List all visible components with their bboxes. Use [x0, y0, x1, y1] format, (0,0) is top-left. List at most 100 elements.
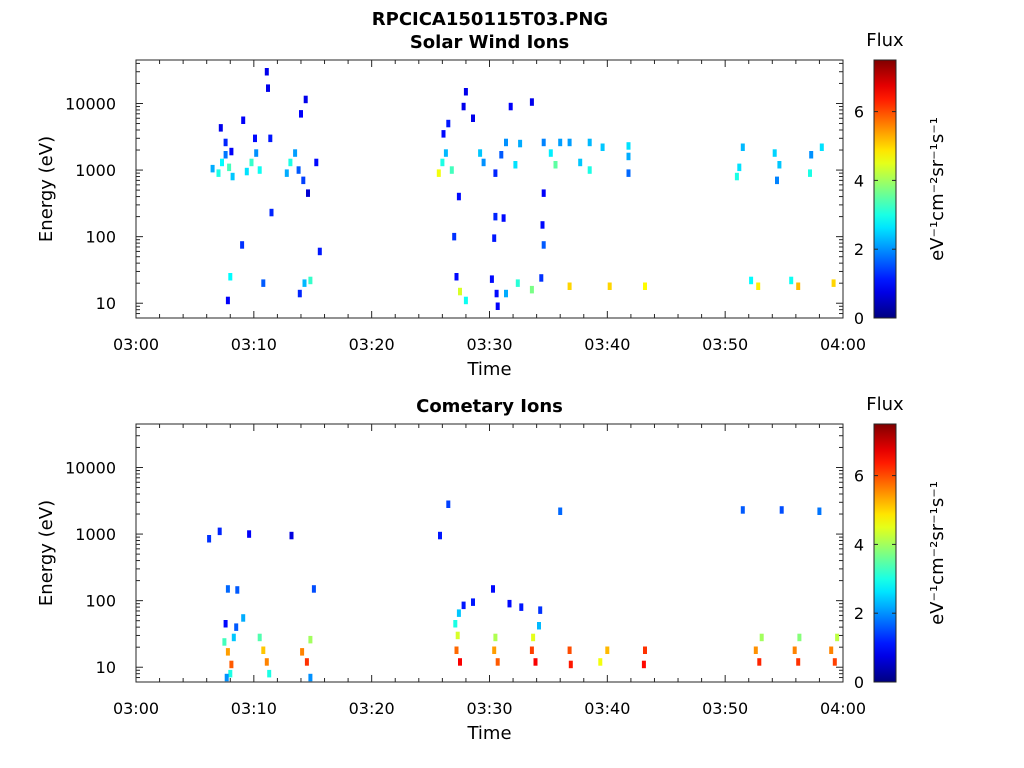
spectrogram-cell	[507, 599, 512, 608]
y-tick-label: 10000	[65, 94, 116, 113]
spectrogram-cell	[436, 169, 441, 177]
spectrogram-cell	[440, 158, 445, 167]
spectrogram-cell	[229, 147, 234, 156]
spectrogram-cell	[817, 507, 822, 515]
spectrogram-cell	[267, 669, 272, 678]
spectrogram-cell	[234, 623, 239, 631]
spectrogram-cell	[317, 247, 322, 256]
spectrogram-cell	[568, 660, 573, 669]
spectrogram-cell	[829, 646, 834, 654]
spectrogram-cell	[284, 169, 289, 177]
y-tick-label: 1000	[75, 525, 116, 544]
x-tick-label: 03:10	[231, 699, 277, 718]
spectrogram-cell	[443, 149, 448, 157]
spectrogram-cell	[504, 138, 508, 147]
spectrogram-cell	[495, 658, 500, 666]
spectrogram-cell	[300, 648, 305, 656]
x-tick-label: 03:30	[466, 335, 512, 354]
spectrogram-cell	[223, 620, 228, 628]
spectrogram-cell	[446, 119, 451, 128]
spectrogram-cell	[438, 531, 442, 540]
spectrogram-cell	[254, 149, 259, 157]
spectrogram-cell	[306, 189, 310, 197]
spectrogram-cell	[740, 143, 745, 151]
x-tick-label: 03:20	[349, 335, 395, 354]
colorbar-label: eV⁻¹cm⁻²sr⁻¹s⁻¹	[927, 481, 948, 625]
spectrogram-cell	[224, 673, 229, 682]
x-tick-label: 04:00	[820, 699, 866, 718]
spectrogram-cell	[229, 660, 234, 669]
spectrogram-cell	[235, 586, 240, 594]
spectrogram-cell	[541, 138, 546, 147]
figure-title: RPCICA150115T03.PNG	[372, 9, 608, 30]
x-tick-label: 03:20	[349, 699, 395, 718]
spectrogram-cell	[253, 134, 257, 143]
x-tick-label: 03:10	[231, 335, 277, 354]
y-tick-label: 100	[85, 228, 116, 247]
spectrogram-cell	[513, 161, 518, 169]
spectrogram-cell	[558, 507, 563, 515]
spectrogram-cell	[478, 149, 483, 157]
x-tick-label: 03:50	[702, 699, 748, 718]
spectrogram-cell	[772, 149, 777, 157]
spectrogram-cell	[249, 158, 254, 167]
spectrogram-cell	[481, 158, 486, 167]
panel-title: Solar Wind Ions	[410, 32, 569, 53]
spectrogram-cell	[240, 241, 245, 249]
spectrogram-cell	[210, 164, 215, 173]
colorbar-title: Flux	[866, 30, 904, 51]
spectrogram-cell	[455, 631, 460, 640]
spectrogram-cell	[734, 172, 739, 181]
spectrogram-cell	[222, 638, 227, 646]
spectrogram-cell	[587, 166, 592, 174]
colorbar-tick-label: 4	[854, 171, 864, 190]
spectrogram-cell	[518, 139, 523, 148]
spectrogram-cell	[266, 84, 270, 92]
spectrogram-cell	[819, 143, 824, 151]
spectrogram-cell	[456, 192, 461, 201]
spectrogram-cell	[264, 658, 269, 666]
colorbar-tick-label: 6	[854, 103, 864, 122]
spectrogram-cell	[809, 151, 814, 159]
spectrogram-cell	[247, 530, 252, 538]
spectrogram-cell	[244, 167, 249, 176]
spectrogram-cell	[499, 151, 504, 159]
spectrogram-cell	[228, 273, 233, 281]
spectrogram-cell	[293, 149, 298, 157]
spectrogram-cell	[749, 276, 754, 285]
spectrogram-cell	[578, 158, 583, 167]
spectrogram-cell	[269, 208, 274, 217]
spectrogram-cell	[587, 138, 592, 147]
x-axis-label: Time	[466, 723, 511, 744]
spectrogram-cell	[471, 598, 475, 606]
x-tick-label: 03:40	[584, 335, 630, 354]
spectrogram-cell	[261, 646, 266, 654]
spectrogram-cell	[289, 531, 294, 540]
spectrogram-cell	[241, 614, 246, 622]
spectrogram-cell	[231, 633, 236, 642]
spectrogram-cell	[311, 585, 316, 593]
y-axis-label: Energy (eV)	[36, 500, 57, 606]
plot-frame	[135, 59, 844, 319]
spectrogram-cell	[501, 214, 506, 222]
spectrogram-cell	[241, 116, 246, 124]
spectrogram-cell	[261, 279, 266, 287]
spectrogram-cell	[463, 296, 468, 305]
spectrogram-cell	[756, 282, 761, 290]
colorbar-tick-label: 6	[854, 467, 864, 486]
spectrogram-cell	[779, 506, 784, 514]
spectrogram-cell	[753, 646, 758, 654]
colorbar-tick-label: 0	[854, 309, 864, 328]
spectrogram-cell	[304, 658, 309, 666]
spectrogram-cell	[492, 234, 497, 242]
spectrogram-cell	[740, 506, 745, 514]
spectrogram-cell	[308, 673, 313, 682]
spectrogram-cell	[835, 633, 840, 642]
spectrogram-cell	[461, 601, 466, 610]
colorbar-title: Flux	[866, 394, 904, 415]
spectrogram-cell	[541, 189, 546, 197]
spectrogram-cell	[641, 660, 646, 669]
spectrogram-cell	[216, 169, 221, 177]
spectrogram-cell	[494, 289, 499, 298]
spectrogram-cell	[533, 658, 538, 666]
